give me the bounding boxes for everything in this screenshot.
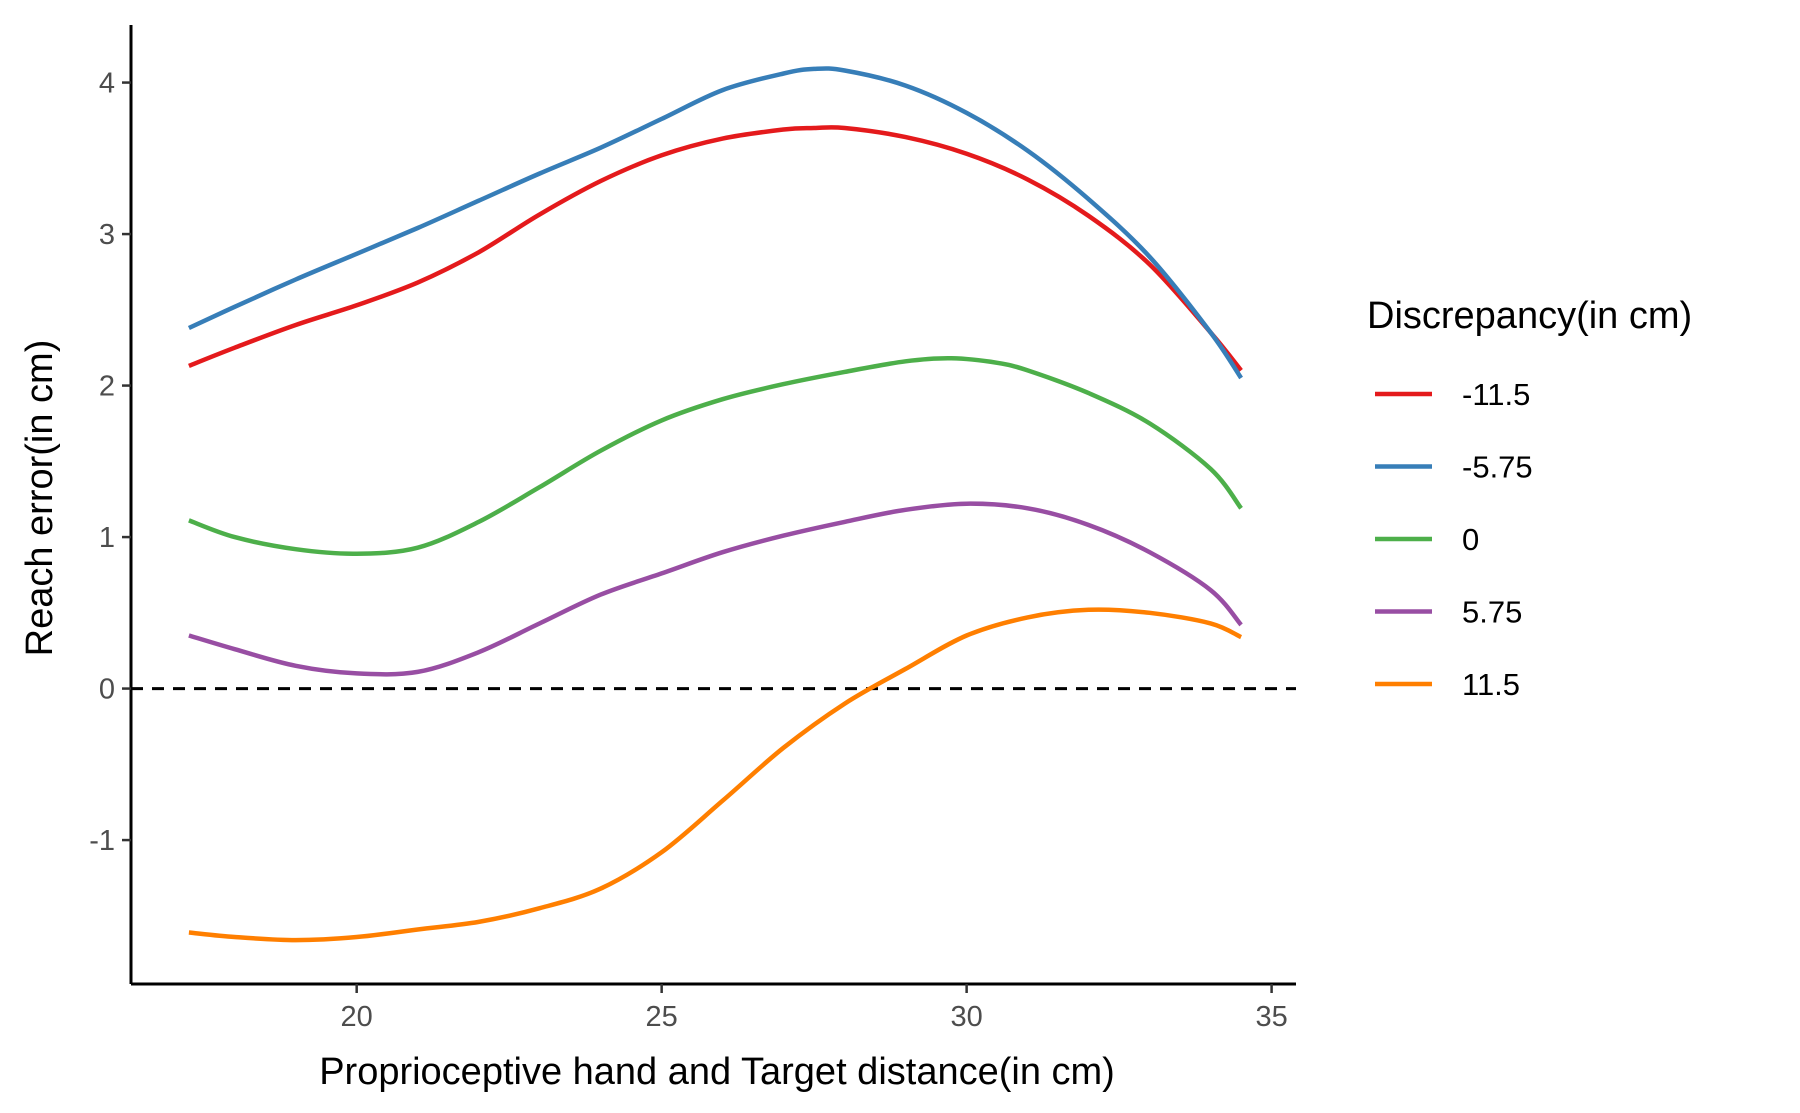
legend: Discrepancy(in cm) -11.5 -5.75 0 5.75 11.5: [1367, 295, 1692, 702]
x-axis-title: Proprioceptive hand and Target distance(…: [319, 1051, 1115, 1093]
plot-area: [131, 66, 1296, 943]
legend-label-4: 5.75: [1462, 595, 1522, 630]
x-tick-label: 30: [950, 1001, 982, 1033]
x-tick-label: 35: [1255, 1001, 1287, 1033]
series-line-2: [187, 66, 1243, 380]
y-tick-label: 3: [99, 219, 115, 251]
y-tick-label: 0: [99, 674, 115, 706]
series-line-5: [188, 607, 1243, 943]
series-line-1: [188, 125, 1243, 372]
legend-title: Discrepancy(in cm): [1367, 295, 1692, 337]
y-axis-title: Reach error(in cm): [19, 340, 61, 657]
legend-label-5: 11.5: [1462, 667, 1520, 702]
y-tick-label: 4: [99, 68, 115, 100]
x-tick-label: 25: [646, 1001, 678, 1033]
axes: 20 25 30 35 -1 0 1 2 3 4: [89, 25, 1296, 1033]
y-tick-label: -1: [89, 825, 115, 857]
legend-label-3: 0: [1462, 522, 1479, 557]
y-tick-label: 1: [99, 522, 115, 554]
legend-label-1: -11.5: [1462, 377, 1530, 412]
y-tick-label: 2: [99, 371, 115, 403]
series-line-3: [188, 356, 1243, 556]
legend-label-2: -5.75: [1462, 450, 1533, 485]
series-line-4: [188, 501, 1243, 677]
x-tick-label: 20: [341, 1001, 373, 1033]
